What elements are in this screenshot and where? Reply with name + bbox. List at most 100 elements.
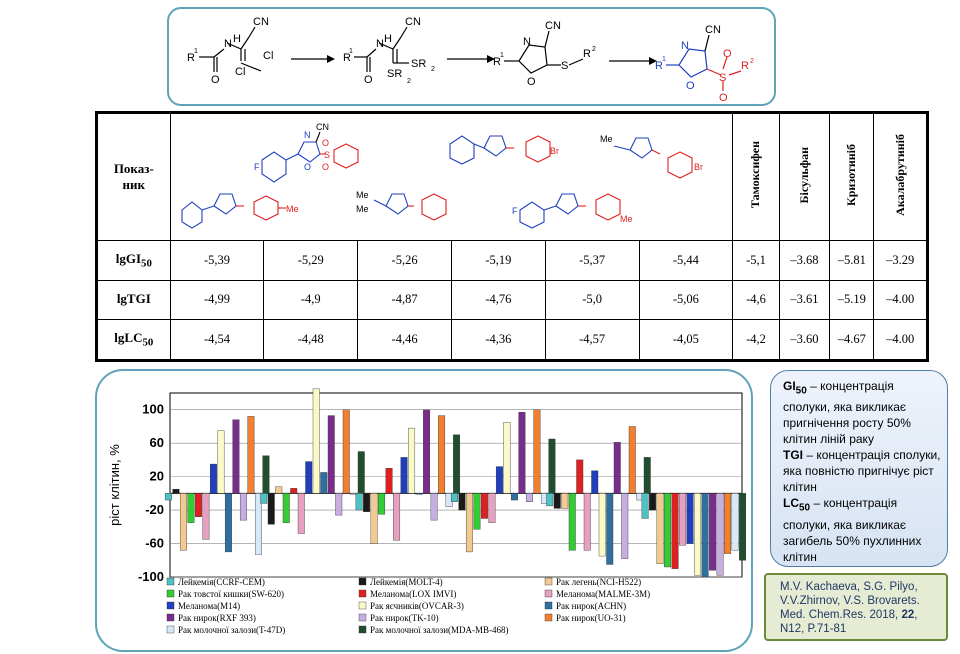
chart-bar xyxy=(465,493,473,553)
definition-tgi: TGI – концентрація сполуки, яка повністю… xyxy=(783,448,941,495)
table-cell: -4,76 xyxy=(450,279,546,321)
chart-bar xyxy=(576,459,584,494)
structure-label: F xyxy=(254,162,260,172)
chart-bar xyxy=(187,493,195,523)
legend-label: Меланома(MALME-3M) xyxy=(556,589,650,599)
structures-cell: F Br Br Me Me Me Me F Me CN N O S O xyxy=(169,113,734,241)
chart-bar xyxy=(518,412,526,494)
chart-bar xyxy=(430,493,438,521)
scheme-label: R xyxy=(493,56,501,68)
scheme-label: 2 xyxy=(407,78,411,85)
structure-label: Me xyxy=(356,190,369,200)
chart-bar xyxy=(453,434,461,494)
legend-swatch xyxy=(166,601,175,610)
table-cell: -5,37 xyxy=(544,240,640,281)
chart-bar xyxy=(363,493,371,512)
chart-bar xyxy=(357,451,365,494)
chart-bar xyxy=(641,493,649,519)
scheme-label: 1 xyxy=(349,48,353,55)
scheme-label: O xyxy=(719,92,728,104)
chart-bar xyxy=(613,442,621,494)
chart-bar xyxy=(400,457,408,494)
scheme-label: O xyxy=(211,74,220,86)
scheme-label: N xyxy=(224,38,232,50)
legend-label: Меланома(M14) xyxy=(178,601,240,611)
legend-label: Рак нирок(TK-10) xyxy=(370,613,439,623)
chart-bar xyxy=(312,388,320,494)
scheme-label: SR xyxy=(411,58,426,70)
chart-bar xyxy=(224,493,232,553)
chart-bar xyxy=(217,430,225,494)
legend-swatch xyxy=(544,589,553,598)
chart-bar xyxy=(649,493,657,511)
growth-chart-panel: 100 60 20 -20 -60 -100 ріст клітин, % Лейкемія(… xyxy=(95,369,753,652)
chart-bar xyxy=(503,422,511,494)
row-label: lgTGI xyxy=(97,279,171,321)
scheme-label: N xyxy=(376,38,384,50)
chart-bar xyxy=(473,493,481,530)
scheme-label: CN xyxy=(545,20,561,32)
drug-header-busulfan: Бісульфан xyxy=(778,113,831,241)
table-cell: -5,19 xyxy=(450,240,546,281)
chart-bar xyxy=(679,493,687,546)
legend-swatch xyxy=(358,589,367,598)
legend-swatch xyxy=(166,589,175,598)
scheme-label: CN xyxy=(253,16,269,28)
chart-bar xyxy=(671,493,679,569)
scheme-label: N xyxy=(523,36,531,48)
chart-bar xyxy=(385,468,393,494)
legend-swatch xyxy=(358,625,367,634)
scheme-label: N xyxy=(681,40,689,52)
row-label: lgGI50 xyxy=(97,240,171,281)
chart-bar xyxy=(438,415,446,494)
scheme-label: H xyxy=(233,33,241,45)
scheme-label: R xyxy=(741,60,749,72)
chart-bar xyxy=(621,493,629,559)
legend-label: Рак молочної залози(T-47D) xyxy=(178,625,285,635)
chart-bar xyxy=(232,419,240,494)
drug-header-tamoxifen: Тамоксифен xyxy=(732,113,780,241)
structure-label: Me xyxy=(286,204,299,214)
chart-bar xyxy=(239,493,247,521)
scheme-label: 2 xyxy=(431,66,435,73)
legend-label: Рак нирок(RXF 393) xyxy=(178,613,256,623)
chart-bar xyxy=(656,493,664,564)
chart-bar xyxy=(495,466,503,494)
legend-swatch xyxy=(544,613,553,622)
chart-bar xyxy=(247,416,255,494)
legend-swatch xyxy=(358,601,367,610)
legend-label: Рак легень(NCI-H522) xyxy=(556,577,641,587)
y-tick-label: -100 xyxy=(138,569,164,584)
scheme-label: O xyxy=(723,48,732,60)
structure-label: O xyxy=(304,162,311,172)
chart-bar xyxy=(561,493,569,509)
legend-swatch xyxy=(544,601,553,610)
y-tick-label: 60 xyxy=(150,435,164,450)
chart-bar xyxy=(591,470,599,494)
row-label: lgLC50 xyxy=(97,319,171,360)
chart-bar xyxy=(262,455,270,494)
chart-bar xyxy=(415,493,423,495)
y-tick-label: 100 xyxy=(142,402,164,417)
chart-bar xyxy=(327,415,335,494)
scheme-label: Cl xyxy=(263,50,273,62)
row-header-label: Показ-ник xyxy=(97,113,171,241)
table-cell: –3.61 xyxy=(778,279,831,321)
scheme-label: S xyxy=(561,60,568,72)
chart-bar xyxy=(393,493,401,541)
chart-bar xyxy=(282,493,290,523)
table-cell: –4.67 xyxy=(829,319,875,360)
table-cell: -4,2 xyxy=(732,319,780,360)
chart-bar xyxy=(355,493,363,511)
legend-label: Рак молочної залози(MDA-MB-468) xyxy=(370,625,509,635)
scheme-label: R xyxy=(343,52,351,64)
chart-bar xyxy=(370,493,378,544)
table-cell: -4,87 xyxy=(357,279,452,321)
chart-bar xyxy=(533,409,541,494)
legend-swatch xyxy=(358,577,367,586)
chart-bar xyxy=(664,493,672,568)
table-cell: –4.00 xyxy=(873,319,927,360)
chart-bar xyxy=(568,493,576,551)
legend-label: Меланома(LOX IMVI) xyxy=(370,589,456,599)
scheme-label: O xyxy=(527,76,536,88)
